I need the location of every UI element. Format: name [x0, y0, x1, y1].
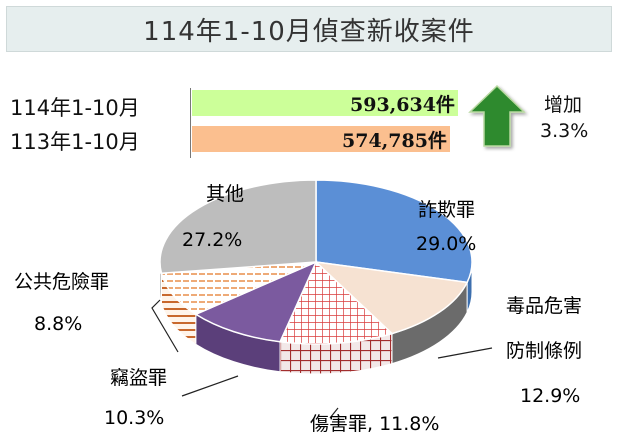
row-label-114: 114年1-10月 — [10, 96, 140, 120]
label-drug-value: 12.9% — [520, 385, 580, 407]
label-public-value: 8.8% — [34, 313, 82, 335]
label-other-value: 27.2% — [182, 229, 242, 251]
label-theft-value: 10.3% — [104, 407, 164, 429]
label-fraud-value: 29.0% — [416, 233, 476, 255]
increase-arrow-icon — [468, 84, 526, 147]
pie-slice-3 — [194, 260, 318, 343]
leader-theft — [181, 375, 239, 397]
label-fraud-name: 詐欺罪 — [418, 199, 475, 221]
leader-injury — [329, 407, 339, 419]
label-drug-name-1: 毒品危害 — [506, 295, 582, 317]
bar-113 — [192, 126, 450, 152]
title-bar: 114年1-10月偵查新收案件 — [6, 6, 612, 52]
pie-slice-5 — [159, 179, 317, 275]
pie-slice-1 — [313, 260, 469, 335]
pie-slice-4 — [160, 261, 317, 316]
comparison-divider — [190, 88, 191, 158]
change-label: 增加 — [544, 94, 583, 116]
leader-public — [151, 299, 179, 353]
leader-drug — [437, 347, 493, 359]
change-value: 3.3% — [540, 120, 589, 142]
row-label-113: 113年1-10月 — [10, 130, 140, 154]
label-public-name: 公共危險罪 — [14, 271, 109, 293]
pie-tops — [159, 179, 473, 345]
leader-lines — [151, 299, 493, 419]
pie-slice-2 — [278, 260, 394, 345]
bar-value-114: 593,634件 — [350, 94, 455, 116]
label-theft-name: 竊盜罪 — [110, 367, 167, 389]
label-other-name: 其他 — [206, 183, 244, 205]
page-title: 114年1-10月偵查新收案件 — [143, 16, 475, 47]
bar-value-113: 574,785件 — [342, 130, 447, 152]
label-injury: 傷害罪, 11.8% — [310, 413, 439, 435]
pie-slice-0 — [315, 179, 473, 284]
label-drug-name-2: 防制條例 — [506, 340, 582, 362]
bar-114 — [192, 90, 458, 116]
